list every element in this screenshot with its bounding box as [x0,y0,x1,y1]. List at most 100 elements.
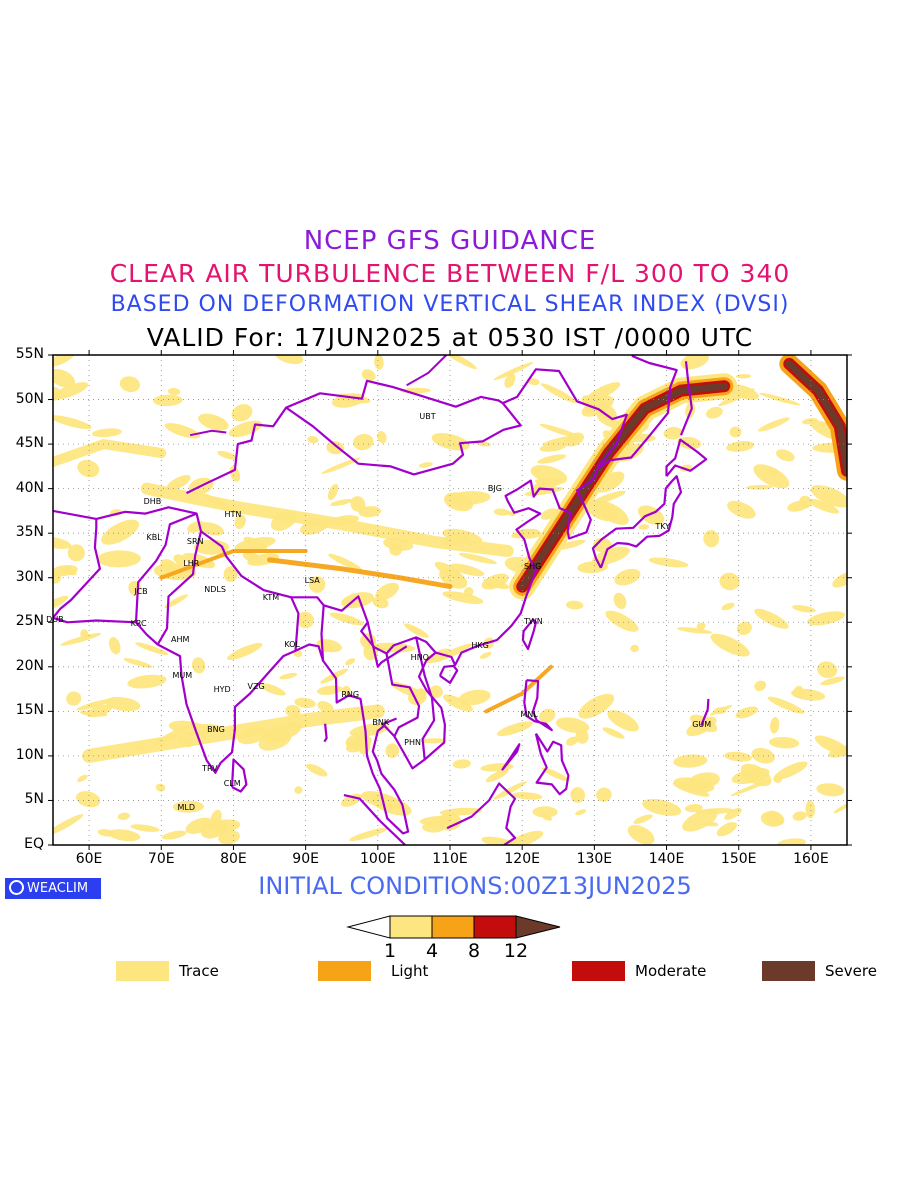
coastline [438,664,459,684]
trace-patch [424,648,451,664]
trace-patch [329,612,364,626]
trace-patch [193,539,230,555]
trace-patch [710,633,750,657]
legend-swatch [116,961,169,981]
legend-label: Light [391,962,429,980]
x-axis-label: 120E [504,851,540,867]
trace-patch [532,806,558,818]
trace-patch [321,457,361,474]
title-method: BASED ON DEFORMATION VERTICAL SHEAR INDE… [110,292,790,317]
trace-patch [66,691,82,706]
trace-patch [153,394,183,407]
trace-patch [727,500,756,519]
trace-patch [101,519,140,545]
trace-patch [389,542,403,556]
trace-patch [578,693,615,719]
city-label: TRV [202,764,218,774]
trace-patch [308,576,326,593]
coastline [521,618,537,651]
trace-patch [218,830,240,845]
trace-patch [350,496,366,512]
trace-patch [493,781,527,800]
colorbar-level-label: 8 [467,940,481,962]
y-axis-label: 30N [15,568,44,585]
trace-patch [539,708,556,723]
trace-patch [607,710,639,732]
colorbar-level-label: 1 [383,940,397,962]
trace-patch [777,838,807,845]
trace-patch [537,454,567,464]
x-axis-label: 90E [292,851,319,867]
trace-patch [773,761,808,780]
trace-patch [746,484,773,490]
trace-patch [767,696,805,714]
y-axis-label: 50N [15,390,44,407]
trace-patch [53,355,77,367]
city-label: KBL [146,532,162,542]
trace-patch [458,552,497,565]
legend-swatch [572,961,625,981]
trace-patch [541,813,553,821]
trace-patch [418,462,433,468]
city-label: CLM [223,778,241,788]
trace-patch [672,781,710,797]
trace-patch [328,553,363,571]
trace-patch [792,811,807,821]
colorbar-under [346,915,391,939]
turbulence-band [140,482,514,557]
trace-patch [442,591,484,604]
trace-patch [306,763,328,777]
trace-patch [377,430,387,444]
trace-patch [198,522,225,536]
trace-patch [259,683,286,696]
trace-patch [689,714,718,733]
trace-patch [420,738,447,744]
trace-patch [80,710,108,717]
trace-patch [77,459,100,478]
trace-patch [754,680,767,692]
coastline [523,679,553,732]
trace-patch [80,629,89,639]
trace-patch [53,368,76,388]
city-label: KOL [284,639,300,649]
turbulence-band [267,557,453,590]
trace-patch [776,449,795,462]
trace-patch [345,658,356,666]
trace-patch [754,608,789,629]
trace-patch [76,791,101,808]
trace-patch [483,578,510,590]
trace-patch [294,786,303,794]
trace-patch [317,700,334,714]
trace-patch [729,426,742,438]
coastline [385,653,421,737]
trace-patch [769,736,800,749]
city-label: HKG [471,641,489,651]
trace-patch [352,434,374,451]
trace-patch [724,751,752,762]
coastline [700,698,710,727]
trace-patch [53,814,84,837]
trace-patch [585,382,621,403]
trace-patch [677,627,713,634]
trace-patch [67,544,85,562]
legend-swatch [318,961,371,981]
trace-patch [512,792,543,800]
title-valid-time: VALID For: 17JUN2025 at 0530 IST /0000 U… [146,323,754,352]
grid-lines [53,355,847,845]
trace-patch [541,767,569,782]
trace-patch [540,383,577,404]
trace-patch [565,736,579,746]
trace-patch [349,827,388,842]
trace-patch [506,830,544,845]
legend-label: Severe [825,962,877,980]
trace-patch [404,623,429,638]
trace-patch [119,376,141,393]
trace-patch [677,436,702,450]
trace-patch [642,798,682,816]
city-label: KRC [130,619,147,629]
jet2-severe [785,360,847,475]
x-axis-label: 70E [147,851,175,867]
city-label: LHR [183,559,200,569]
copyright-icon [9,880,24,895]
city-label: TWN [524,617,543,627]
